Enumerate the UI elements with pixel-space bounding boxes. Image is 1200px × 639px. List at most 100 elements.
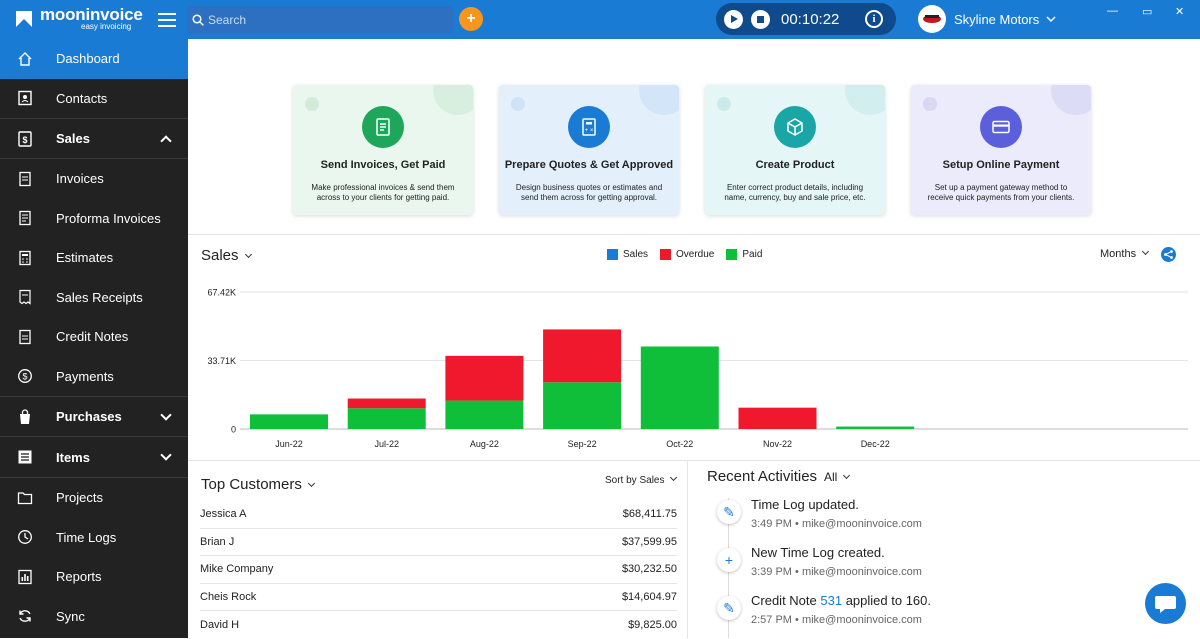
sidebar-item-invoices[interactable]: Invoices	[0, 159, 188, 199]
share-icon[interactable]	[1161, 247, 1176, 262]
sidebar-item-sales[interactable]: $ Sales	[0, 118, 188, 159]
sidebar-item-payments[interactable]: $ Payments	[0, 357, 188, 397]
activity-meta: 3:49 PM • mike@mooninvoice.com	[751, 518, 922, 530]
sidebar-item-dashboard[interactable]: Dashboard	[0, 39, 188, 79]
period-dropdown[interactable]: Months	[1100, 247, 1150, 260]
card-send-invoices[interactable]: Send Invoices, Get Paid Make professiona…	[293, 85, 473, 215]
customer-name: Mike Company	[200, 563, 274, 576]
legend-item-overdue[interactable]: Overdue	[660, 249, 714, 260]
card-create-product[interactable]: Create Product Enter correct product det…	[705, 85, 885, 215]
customer-name: Brian J	[200, 535, 235, 548]
activity-time: 3:49 PM	[751, 518, 792, 530]
bar-paid	[640, 346, 719, 429]
logo-icon	[16, 11, 32, 27]
top-customers-title: Top Customers	[201, 476, 302, 493]
decorative-blob	[1051, 85, 1091, 115]
company-name: Skyline Motors	[954, 11, 1040, 27]
sidebar-item-contacts[interactable]: Contacts	[0, 79, 188, 119]
sidebar-item-label: Dashboard	[56, 51, 120, 67]
sidebar-item-label: Sales	[56, 131, 90, 146]
activity-filter-dropdown[interactable]: All	[824, 470, 851, 484]
card-title: Send Invoices, Get Paid	[320, 159, 446, 171]
customer-name: Jessica A	[200, 508, 247, 521]
sidebar-item-sales-receipts[interactable]: Sales Receipts	[0, 278, 188, 318]
customer-amount: $30,232.50	[621, 563, 677, 576]
customer-row[interactable]: Brian J $37,599.95	[200, 529, 677, 556]
sidebar-item-projects[interactable]: Projects	[0, 478, 188, 518]
decorative-blob	[923, 97, 937, 111]
sidebar-item-time-logs[interactable]: Time Logs	[0, 518, 188, 558]
chat-button[interactable]	[1145, 583, 1186, 624]
app-tagline: easy invoicing	[81, 22, 132, 31]
folder-icon	[17, 490, 33, 506]
search-bar[interactable]	[187, 6, 453, 33]
customer-row[interactable]: Mike Company $30,232.50	[200, 556, 677, 584]
card-description: Enter correct product details, including…	[724, 183, 866, 202]
legend-label: Paid	[742, 249, 763, 260]
sidebar-item-purchases[interactable]: Purchases	[0, 396, 188, 437]
chart-legend: Sales Overdue Paid	[607, 249, 774, 260]
search-icon	[192, 13, 204, 26]
sidebar-item-label: Estimates	[56, 250, 114, 266]
sales-chart: 0 33.71K 67.42K Jun-22 Jul-22 Aug-22 Sep-22 Oct…	[207, 288, 1188, 449]
caret-down-icon	[244, 250, 252, 259]
add-button[interactable]: +	[459, 7, 483, 31]
proforma-icon	[17, 210, 33, 226]
recent-activities-panel: Recent Activities All ✎ Time Log updated…	[688, 461, 1200, 638]
svg-text:$: $	[22, 135, 27, 145]
legend-swatch	[660, 249, 672, 260]
top-customers-dropdown[interactable]: Top Customers	[201, 476, 315, 493]
top-bar: mooninvoice easy invoicing + 00:10:22 i …	[0, 0, 1200, 39]
customer-row[interactable]: Cheis Rock $14,604.97	[200, 584, 677, 611]
credit-note-icon	[17, 329, 33, 345]
company-switcher[interactable]: Skyline Motors	[918, 5, 1057, 33]
stop-icon[interactable]	[751, 9, 770, 29]
sidebar-item-sync[interactable]: Sync	[0, 597, 188, 637]
sidebar-item-items[interactable]: Items	[0, 437, 188, 478]
items-icon	[17, 449, 33, 465]
chevron-up-icon	[160, 135, 172, 147]
card-setup-online-payment[interactable]: Setup Online Payment Set up a payment ga…	[911, 85, 1091, 215]
chevron-down-icon	[160, 409, 172, 421]
sidebar-item-reports[interactable]: Reports	[0, 557, 188, 597]
play-icon[interactable]	[724, 9, 743, 29]
caret-down-icon	[843, 471, 851, 480]
search-input[interactable]	[208, 12, 438, 27]
svg-text:+ ×: + ×	[585, 128, 594, 134]
sidebar-item-label: Projects	[56, 490, 103, 506]
invoice-document-icon	[362, 106, 404, 148]
activity-meta: 2:57 PM • mike@mooninvoice.com	[751, 614, 922, 626]
minimize-icon[interactable]: —	[1107, 5, 1118, 17]
activity-meta: 3:39 PM • mike@mooninvoice.com	[751, 566, 922, 578]
sales-panel: 0 33.71K 67.42K Jun-22 Jul-22 Aug-22 Sep-22 Oct…	[188, 234, 1200, 461]
credit-note-link[interactable]: 531	[820, 593, 843, 608]
maximize-icon[interactable]: ▭	[1142, 6, 1153, 18]
app-logo[interactable]: mooninvoice easy invoicing	[14, 6, 143, 31]
x-tick-label: Aug-22	[470, 439, 499, 449]
invoice-icon	[17, 171, 33, 187]
bar-paid	[543, 382, 622, 429]
legend-item-paid[interactable]: Paid	[726, 249, 762, 260]
sidebar-item-label: Reports	[56, 569, 102, 585]
card-title: Prepare Quotes & Get Approved	[504, 159, 674, 171]
close-icon[interactable]: ✕	[1175, 6, 1185, 18]
sidebar-item-credit-notes[interactable]: Credit Notes	[0, 317, 188, 357]
top-customers-panel: Top Customers Sort by Sales Jessica A $68…	[188, 461, 688, 638]
sidebar-item-proforma-invoices[interactable]: Proforma Invoices	[0, 199, 188, 239]
y-tick-label: 0	[231, 425, 236, 435]
sort-dropdown[interactable]: Sort by Sales	[605, 473, 678, 486]
legend-item-sales[interactable]: Sales	[607, 249, 648, 260]
info-icon[interactable]: i	[865, 10, 883, 28]
chat-icon	[1155, 596, 1176, 613]
customer-row[interactable]: Jessica A $68,411.75	[200, 501, 677, 529]
sales-title-dropdown[interactable]: Sales	[201, 247, 252, 264]
decorative-blob	[433, 85, 473, 115]
sidebar-item-estimates[interactable]: Estimates	[0, 238, 188, 278]
menu-icon[interactable]	[158, 13, 176, 27]
bar-paid	[347, 408, 426, 429]
activity-filter-label: All	[824, 470, 838, 484]
sidebar-item-label: Credit Notes	[56, 329, 129, 345]
sidebar-item-label: Sales Receipts	[56, 289, 143, 305]
card-prepare-quotes[interactable]: + × Prepare Quotes & Get Approved Design…	[499, 85, 679, 215]
customer-row[interactable]: David H $9,825.00	[200, 611, 677, 639]
